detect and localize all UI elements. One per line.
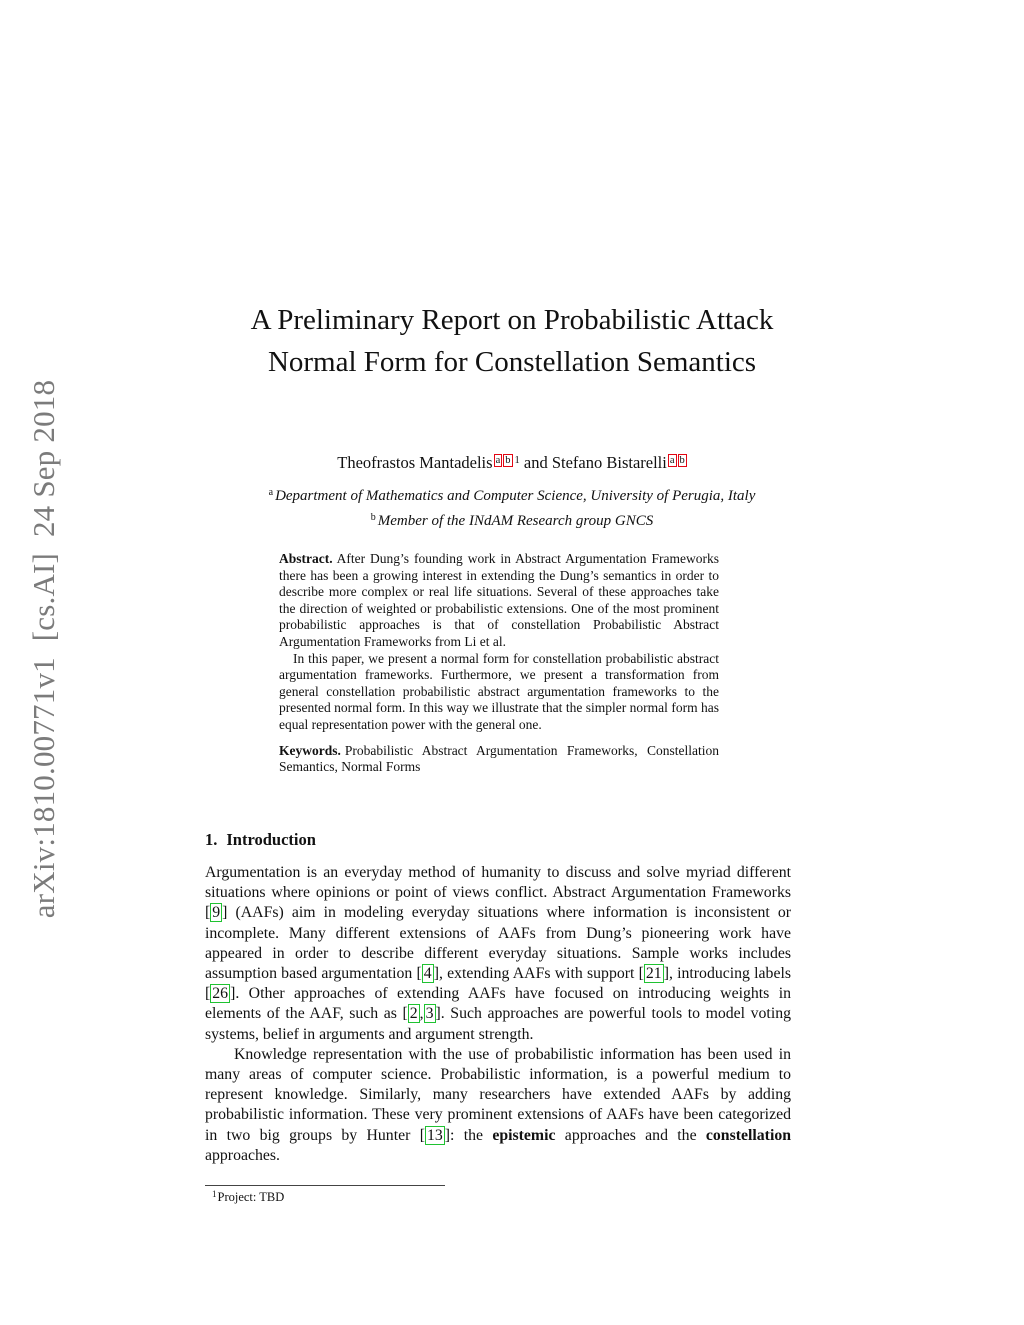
affiliation-a: a Department of Mathematics and Computer …	[0, 482, 1024, 507]
affiliation-b: b Member of the INdAM Research group GNCS	[0, 507, 1024, 532]
emphasis-text: constellation	[705, 1126, 792, 1144]
paper-title: A Preliminary Report on Probabilistic At…	[250, 304, 774, 378]
abstract-block: Abstract. After Dung’s founding work in A…	[279, 551, 719, 776]
section-number: 1.	[205, 830, 218, 849]
author-line: Theofrastos Mantadelis a b 1 and Stefano Bi…	[337, 453, 687, 472]
affiliation-link[interactable]: a	[493, 454, 503, 467]
affiliation-marker: b	[370, 512, 376, 523]
affiliation-text: Member of the INdAM Research group GNCS	[377, 513, 654, 529]
citation-link[interactable]: 26	[210, 984, 231, 1004]
citation-link[interactable]: 3	[423, 1004, 436, 1024]
affiliations: a Department of Mathematics and Computer …	[0, 482, 1024, 532]
arxiv-watermark: arXiv:1810.00771v1 [cs.AI] 24 Sep 2018	[26, 379, 61, 919]
affiliation-text: Department of Mathematics and Computer S…	[275, 488, 756, 504]
footnote: 1Project: TBD	[212, 1189, 284, 1205]
affiliation-link[interactable]: a	[667, 454, 677, 467]
abstract-text-1: After Dung’s founding work in Abstract A…	[279, 551, 719, 649]
section-title: Introduction	[226, 830, 316, 849]
abstract-paragraph-2: In this paper, we present a normal form …	[279, 650, 719, 732]
introduction-body: Argumentation is an everyday method of h…	[205, 863, 791, 1166]
corresponding-author-marker: 1	[514, 455, 520, 466]
intro-paragraph-2: Knowledge representation with the use of…	[205, 1045, 792, 1164]
affiliation-marker: a	[268, 487, 274, 498]
footnote-text: Project: TBD	[217, 1190, 285, 1204]
citation-link[interactable]: 21	[643, 964, 664, 984]
abstract-paragraph-1: Abstract. After Dung’s founding work in A…	[279, 551, 719, 651]
citation-link[interactable]: 13	[424, 1125, 445, 1145]
citation-link[interactable]: 2	[407, 1004, 420, 1024]
footnote-divider	[205, 1185, 445, 1186]
keywords-line: Keywords. Probabilistic Abstract Argument…	[279, 743, 719, 776]
footnote-marker: 1	[212, 1189, 217, 1199]
intro-paragraph-1: Argumentation is an everyday method of h…	[205, 864, 792, 1043]
emphasis-text: epistemic	[492, 1126, 556, 1144]
affiliation-link[interactable]: b	[503, 454, 513, 467]
citation-link[interactable]: 4	[421, 964, 434, 984]
affiliation-link[interactable]: b	[677, 454, 687, 467]
citation-link[interactable]: 9	[210, 903, 223, 923]
section-heading-introduction: 1. Introduction	[205, 830, 316, 850]
abstract-label: Abstract.	[279, 551, 333, 566]
keywords-label: Keywords.	[279, 742, 341, 758]
keywords-text: Probabilistic Abstract Argumentation Fra…	[279, 742, 719, 775]
